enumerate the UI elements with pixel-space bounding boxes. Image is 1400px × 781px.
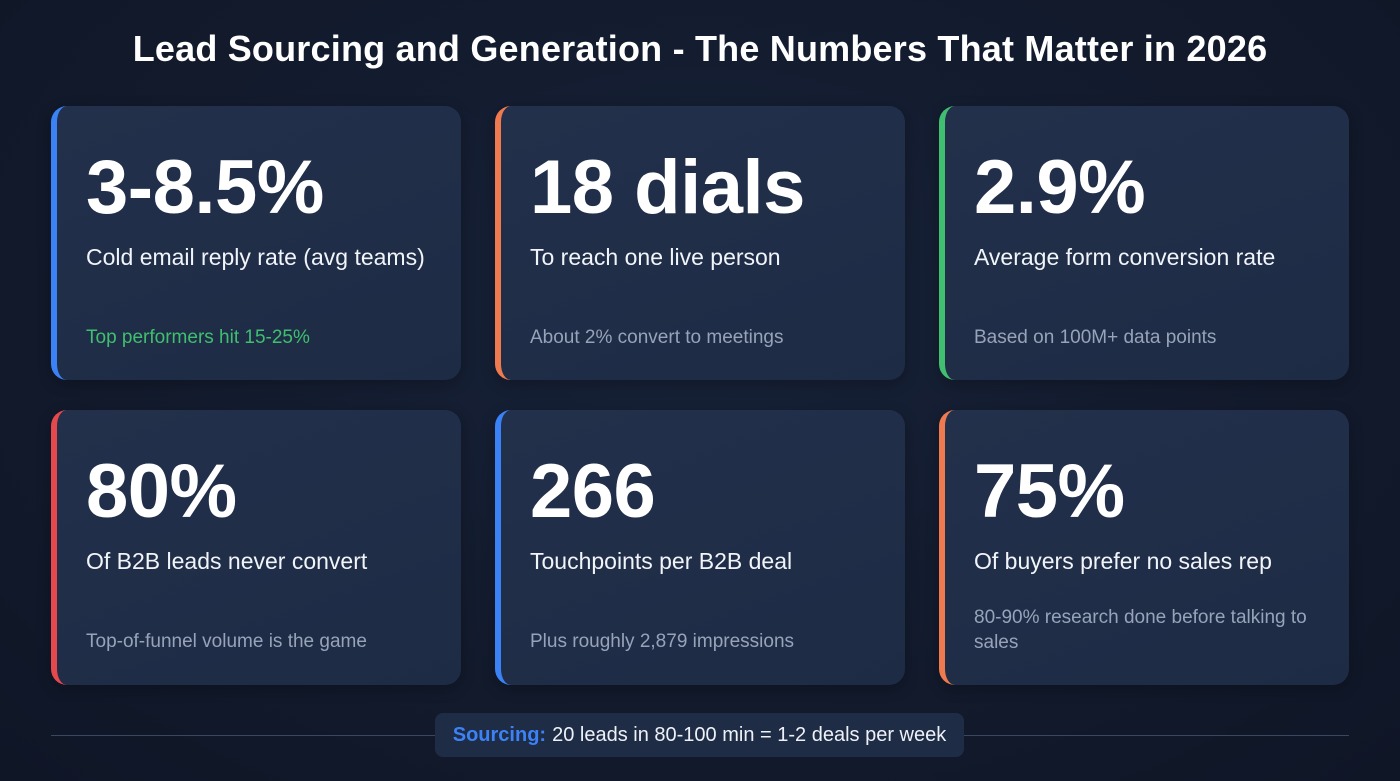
- footer-summary: Sourcing: 20 leads in 80-100 min = 1-2 d…: [435, 713, 964, 757]
- stat-note: 80-90% research done before talking to s…: [974, 607, 1307, 653]
- stat-value: 266: [530, 449, 656, 534]
- stat-label: To reach one live person: [530, 244, 781, 270]
- stat-label: Touchpoints per B2B deal: [530, 548, 793, 574]
- footer-key: Sourcing:: [452, 723, 547, 746]
- stat-card-touchpoints: 266 Touchpoints per B2B deal Plus roughl…: [495, 410, 905, 685]
- stat-card-dials: 18 dials To reach one live person About …: [495, 106, 905, 380]
- stat-card-b2b-leads: 80% Of B2B leads never convert Top-of-fu…: [51, 410, 461, 685]
- footer-text: 20 leads in 80-100 min = 1-2 deals per w…: [552, 723, 947, 746]
- stat-value: 2.9%: [974, 145, 1146, 230]
- stat-label: Of B2B leads never convert: [86, 548, 368, 574]
- stat-label: Average form conversion rate: [974, 244, 1276, 270]
- page-title: Lead Sourcing and Generation - The Numbe…: [132, 28, 1268, 69]
- stat-value: 18 dials: [530, 145, 805, 230]
- stat-note: Plus roughly 2,879 impressions: [530, 631, 795, 652]
- stat-note: Based on 100M+ data points: [974, 327, 1217, 348]
- stat-note: About 2% convert to meetings: [530, 327, 784, 348]
- stats-grid: 3-8.5% Cold email reply rate (avg teams)…: [51, 106, 1349, 686]
- stat-card-form-conversion: 2.9% Average form conversion rate Based …: [939, 106, 1349, 380]
- stat-label: Of buyers prefer no sales rep: [974, 548, 1272, 574]
- stat-value: 3-8.5%: [86, 145, 324, 230]
- stat-card-buyers: 75% Of buyers prefer no sales rep 80-90%…: [939, 410, 1349, 685]
- stat-value: 75%: [974, 449, 1125, 534]
- stat-note: Top performers hit 15-25%: [86, 327, 310, 348]
- stat-value: 80%: [86, 449, 237, 534]
- stat-label: Cold email reply rate (avg teams): [86, 244, 425, 270]
- stat-note: Top-of-funnel volume is the game: [86, 631, 367, 652]
- stat-card-cold-email: 3-8.5% Cold email reply rate (avg teams)…: [51, 106, 461, 380]
